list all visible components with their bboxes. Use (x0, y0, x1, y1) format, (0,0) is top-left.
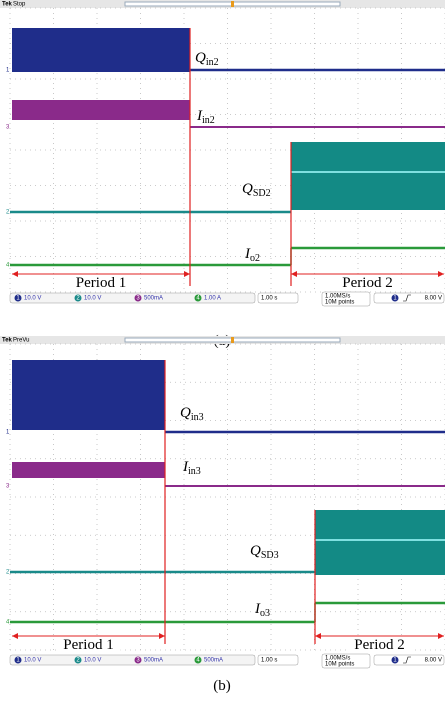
channel-marker: 4 (6, 263, 10, 269)
trace-sub: in2 (202, 115, 215, 126)
trace-i-in (12, 462, 165, 478)
trace-sub: in3 (191, 412, 204, 423)
trace-label: Iin3 (182, 459, 201, 477)
period-label: Period 2 (354, 637, 404, 653)
trace-sub: SD3 (261, 550, 279, 561)
run-state: PreVu (13, 338, 29, 344)
trace-label: Io3 (254, 601, 270, 619)
trace-i-in (12, 100, 190, 120)
channel-marker: 4 (6, 620, 10, 626)
trace-symbol: Q (242, 181, 253, 197)
channel-scale: 10.0 V (24, 658, 41, 664)
channel-scale: 500mA (204, 658, 223, 664)
channel-scale: 1.00 A (204, 296, 221, 302)
trigger-level: 8.00 V (425, 296, 442, 302)
channel-marker: 1 (6, 68, 10, 74)
page: TekStop1324Qin2Iin2QSD2Io2Period 1Period… (0, 0, 445, 707)
trace-symbol: Q (250, 543, 261, 559)
period-label: Period 2 (342, 275, 392, 291)
trigger-pos (231, 1, 234, 7)
trace-label: QSD3 (250, 543, 279, 561)
brand: Tek (2, 2, 13, 8)
record-points: 10M points (325, 662, 354, 668)
trace-q-sd (291, 142, 445, 210)
trace-label: Qin3 (180, 405, 204, 423)
channel-marker: 2 (6, 570, 10, 576)
run-state: Stop (13, 2, 26, 8)
trace-q-sd (315, 510, 445, 575)
trace-sub: o3 (260, 608, 270, 619)
trace-label: Io2 (244, 246, 260, 264)
period-label: Period 1 (76, 275, 126, 291)
record-points: 10M points (325, 300, 354, 306)
trace-sub: SD2 (253, 188, 271, 199)
trace-label: Iin2 (196, 108, 215, 126)
channel-marker: 3 (6, 125, 10, 131)
figure: TekStop1324Qin2Iin2QSD2Io2Period 1Period… (0, 0, 445, 707)
trace-q-in (12, 28, 190, 72)
channel-marker: 1 (6, 430, 10, 436)
trace-symbol: Q (195, 50, 206, 66)
trace-label: QSD2 (242, 181, 271, 199)
channel-scale: 500mA (144, 296, 163, 302)
period-label: Period 1 (63, 637, 113, 653)
channel-scale: 500mA (144, 658, 163, 664)
trace-q-in (12, 360, 165, 430)
trace-sub: in2 (206, 57, 219, 68)
trace-label: Qin2 (195, 50, 219, 68)
trace-symbol: Q (180, 405, 191, 421)
channel-marker: 2 (6, 210, 10, 216)
trigger-level: 8.00 V (425, 658, 442, 664)
channel-scale: 10.0 V (24, 296, 41, 302)
channel-scale: 10.0 V (84, 658, 101, 664)
timebase: 1.00 s (261, 296, 277, 302)
timebase: 1.00 s (261, 658, 277, 664)
trace-sub: o2 (250, 253, 260, 264)
trace-sub: in3 (188, 466, 201, 477)
channel-marker: 3 (6, 484, 10, 490)
channel-scale: 10.0 V (84, 296, 101, 302)
brand: Tek (2, 338, 13, 344)
trigger-pos (231, 337, 234, 343)
caption: (b) (213, 678, 231, 694)
